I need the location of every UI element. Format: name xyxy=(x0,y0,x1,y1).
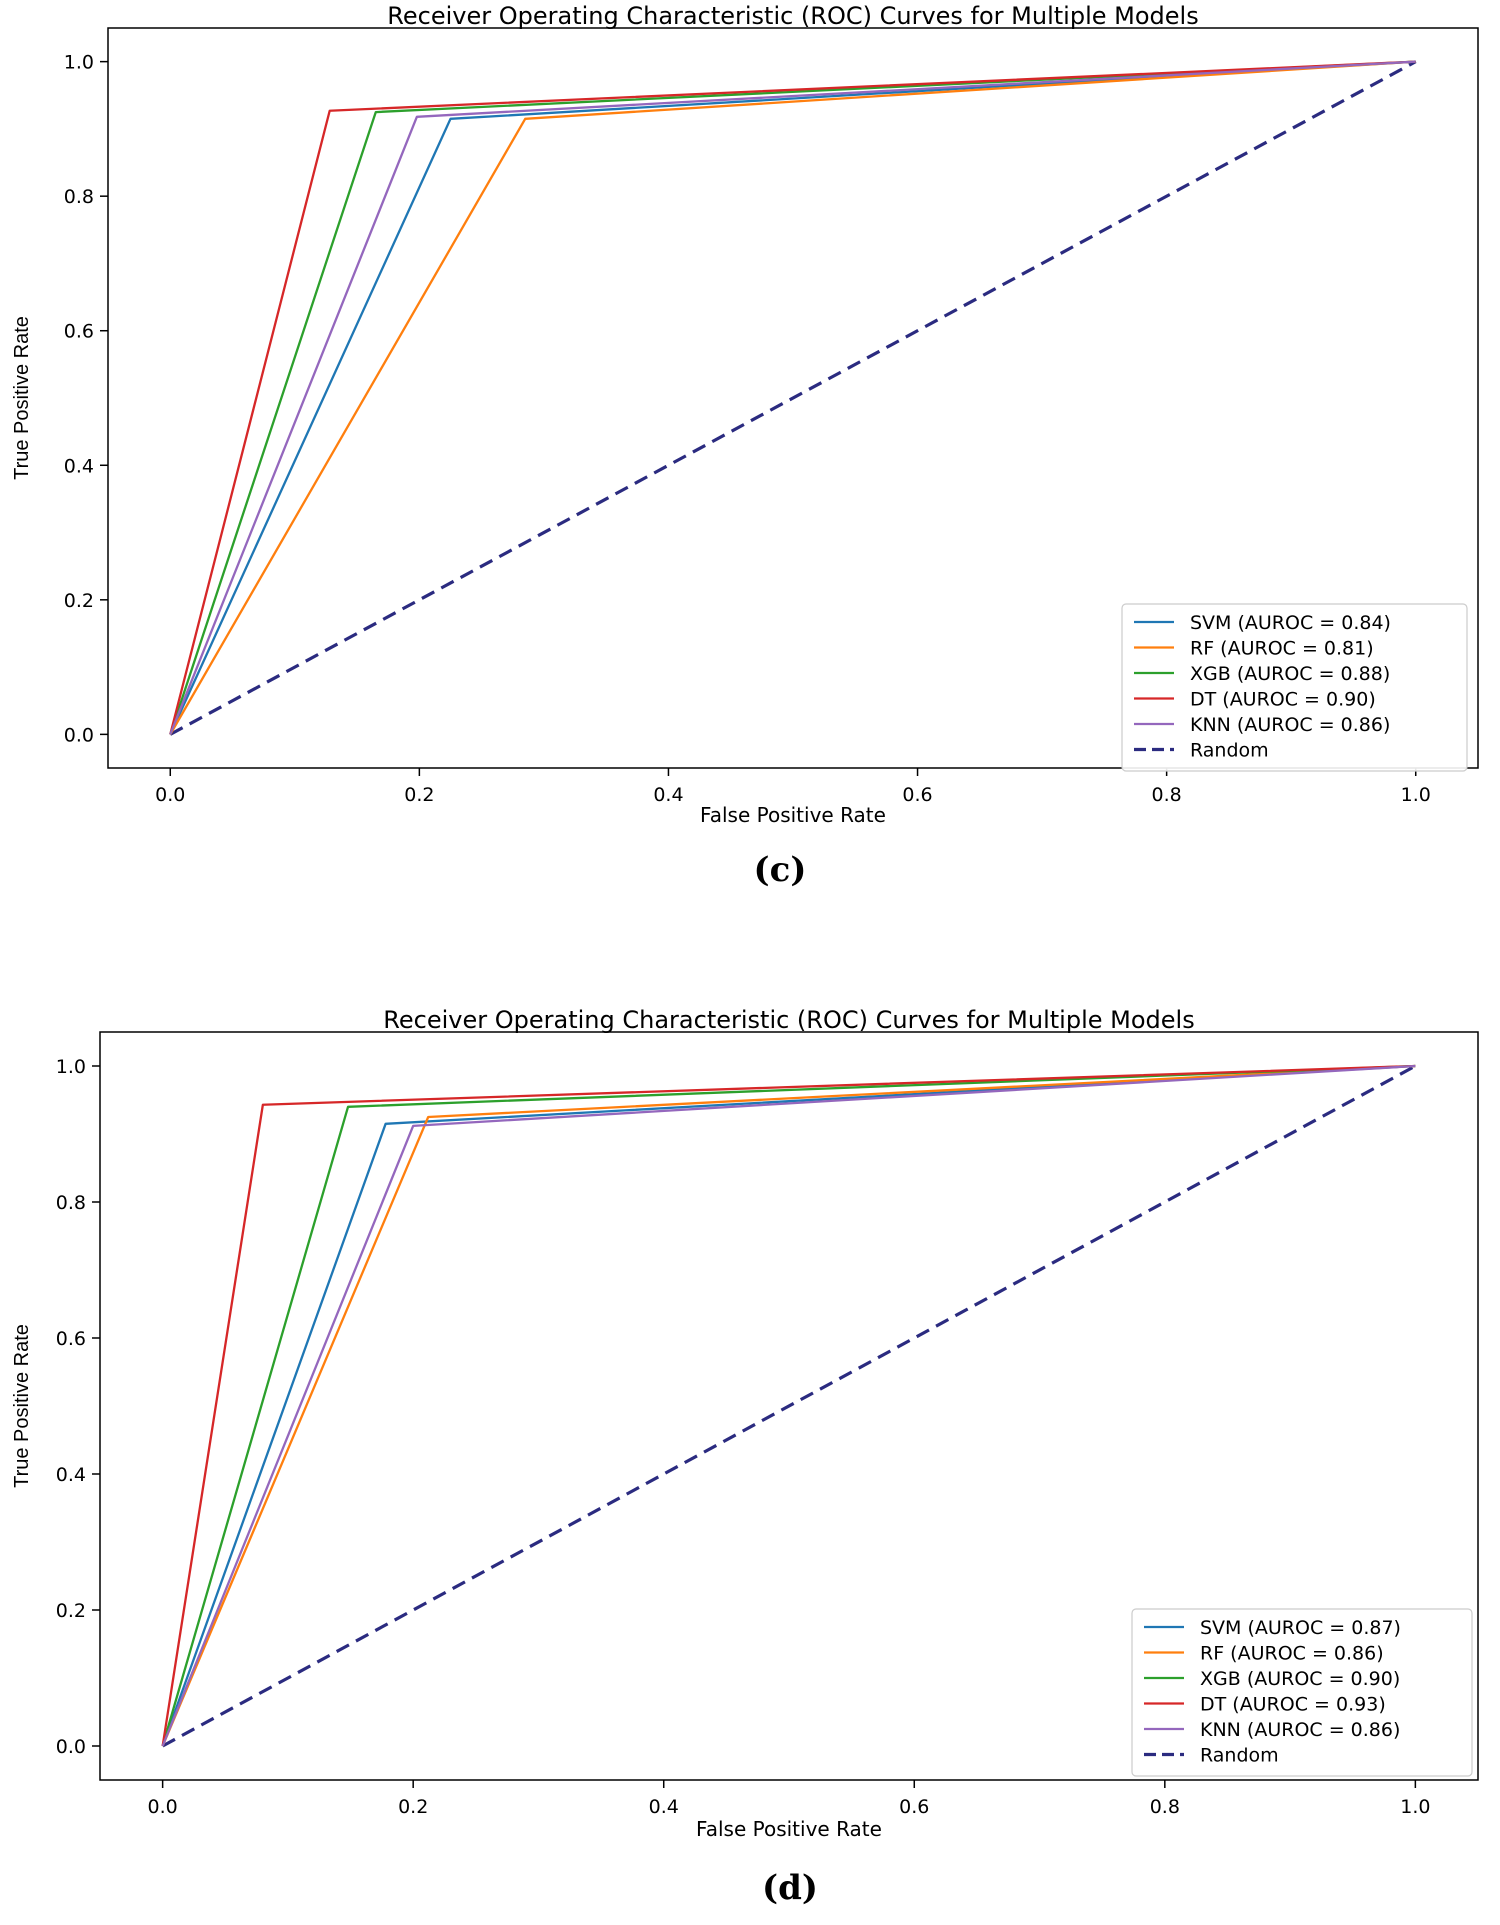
chart-title: Receiver Operating Characteristic (ROC) … xyxy=(383,1006,1194,1034)
legend-entry: Random xyxy=(1200,1745,1279,1767)
y-tick-label: 0.4 xyxy=(64,455,94,477)
legend-entry: Random xyxy=(1190,740,1269,762)
x-tick-label: 0.8 xyxy=(1150,1796,1180,1818)
roc-chart-c: Receiver Operating Characteristic (ROC) … xyxy=(11,2,1479,827)
series-line-knn xyxy=(169,60,1416,735)
y-tick-label: 0.0 xyxy=(64,724,94,746)
x-tick-label: 1.0 xyxy=(1400,1796,1430,1818)
y-axis-label: True Positive Rate xyxy=(11,316,33,480)
roc-chart-d: Receiver Operating Characteristic (ROC) … xyxy=(11,1006,1479,1841)
x-tick-label: 0.8 xyxy=(1152,784,1182,806)
plot-frame xyxy=(107,27,1479,769)
legend-entry: KNN (AUROC = 0.86) xyxy=(1200,1719,1400,1741)
y-tick-label: 0.8 xyxy=(64,186,94,208)
series-line-rf xyxy=(161,1064,1416,1747)
x-tick-label: 0.6 xyxy=(902,784,932,806)
y-tick-label: 0.2 xyxy=(56,1600,86,1622)
legend-entry: XGB (AUROC = 0.90) xyxy=(1200,1668,1400,1690)
legend-entry: SVM (AUROC = 0.84) xyxy=(1190,612,1391,634)
x-tick-label: 0.4 xyxy=(649,1796,679,1818)
x-axis-label: False Positive Rate xyxy=(700,803,886,827)
legend-entry: KNN (AUROC = 0.86) xyxy=(1190,714,1390,736)
series-line-knn xyxy=(161,1064,1416,1747)
panel-label-d: (d) xyxy=(762,1868,818,1908)
y-tick-label: 0.4 xyxy=(56,1464,86,1486)
legend-box xyxy=(1131,1608,1473,1777)
chart-title: Receiver Operating Characteristic (ROC) … xyxy=(387,2,1198,30)
series-line-random xyxy=(169,60,1417,736)
x-tick-label: 0.2 xyxy=(398,1796,428,1818)
legend: SVM (AUROC = 0.87) RF (AUROC = 0.86) XGB (… xyxy=(1131,1608,1473,1777)
x-tick-label: 1.0 xyxy=(1401,784,1431,806)
y-tick-label: 1.0 xyxy=(64,52,94,74)
legend: SVM (AUROC = 0.84) RF (AUROC = 0.81) XGB (… xyxy=(1121,603,1468,772)
plot-frame xyxy=(99,1031,1479,1781)
series-line-svm xyxy=(169,60,1416,735)
series-line-dt xyxy=(169,60,1416,735)
y-axis-label: True Positive Rate xyxy=(11,1324,33,1488)
x-tick-label: 0.0 xyxy=(148,1796,178,1818)
y-tick-label: 0.6 xyxy=(64,321,94,343)
x-axis-label: False Positive Rate xyxy=(696,1817,882,1841)
y-tick-label: 0.0 xyxy=(56,1736,86,1758)
series-line-svm xyxy=(161,1064,1416,1747)
legend-box xyxy=(1121,603,1468,772)
series-line-xgb xyxy=(161,1064,1416,1747)
y-tick-label: 0.6 xyxy=(56,1328,86,1350)
panel-label-c: (c) xyxy=(753,850,807,890)
x-tick-label: 0.6 xyxy=(899,1796,929,1818)
legend-entry: SVM (AUROC = 0.87) xyxy=(1200,1617,1401,1639)
y-tick-label: 1.0 xyxy=(56,1056,86,1078)
legend-entry: RF (AUROC = 0.86) xyxy=(1200,1643,1384,1665)
x-tick-label: 0.2 xyxy=(404,784,434,806)
series-line-random xyxy=(161,1064,1417,1748)
x-tick-label: 0.4 xyxy=(653,784,683,806)
series-line-rf xyxy=(169,60,1416,735)
legend-entry: DT (AUROC = 0.90) xyxy=(1190,689,1376,711)
legend-entry: DT (AUROC = 0.93) xyxy=(1200,1694,1386,1716)
x-tick-label: 0.0 xyxy=(155,784,185,806)
series-line-dt xyxy=(161,1064,1416,1747)
y-tick-label: 0.8 xyxy=(56,1192,86,1214)
y-tick-label: 0.2 xyxy=(64,590,94,612)
legend-entry: RF (AUROC = 0.81) xyxy=(1190,638,1374,660)
legend-entry: XGB (AUROC = 0.88) xyxy=(1190,663,1390,685)
